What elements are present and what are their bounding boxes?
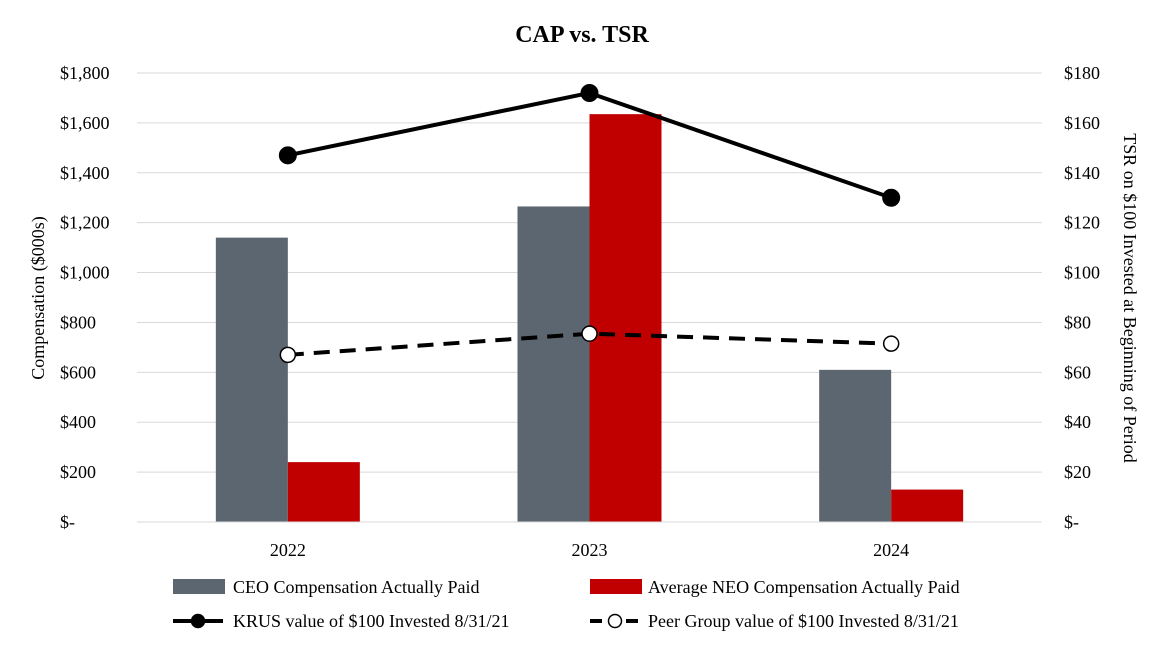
legend: CEO Compensation Actually Paid Average NE… <box>173 577 960 631</box>
y-left-tick-label: $400 <box>60 412 96 432</box>
legend-label: CEO Compensation Actually Paid <box>233 577 479 597</box>
y-right-tick-label: $20 <box>1064 462 1091 482</box>
legend-label: KRUS value of $100 Invested 8/31/21 <box>233 611 509 631</box>
y-left-tick-label: $800 <box>60 312 96 332</box>
ceo-cap-bar <box>215 237 288 522</box>
y-right-tick-label: $140 <box>1064 163 1100 183</box>
legend-label: Peer Group value of $100 Invested 8/31/2… <box>648 611 959 631</box>
y-left-tick-label: $600 <box>60 362 96 382</box>
peer-group-tsr-point <box>279 346 297 364</box>
y-axis-right-title: TSR on $100 Invested at Beginning of Per… <box>1120 133 1140 462</box>
ceo-cap-bar <box>517 206 590 523</box>
y-axis-left-title: Compensation ($000s) <box>28 216 49 380</box>
legend-marker <box>190 613 206 629</box>
y-right-tick-label: $160 <box>1064 113 1100 133</box>
y-left-tick-label: $1,800 <box>60 63 110 83</box>
y-right-tick-label: $80 <box>1064 312 1091 332</box>
lines <box>278 83 901 364</box>
peer-group-tsr-line <box>287 331 892 357</box>
y-right-tick-label: $180 <box>1064 63 1100 83</box>
legend-swatch <box>590 579 642 594</box>
y-right-tick-label: $40 <box>1064 412 1091 432</box>
legend-marker <box>607 613 623 629</box>
neo-cap-bar <box>891 489 964 522</box>
krus-tsr-point <box>882 188 901 207</box>
y-left-tick-label: $1,000 <box>60 263 110 283</box>
x-category-label: 2022 <box>270 540 306 560</box>
y-right-tick-label: $60 <box>1064 362 1091 382</box>
y-left-tick-label: $- <box>60 512 75 532</box>
y-left-tick-label: $1,600 <box>60 113 110 133</box>
bars <box>215 114 964 523</box>
peer-group-tsr-point <box>882 335 900 352</box>
legend-label: Average NEO Compensation Actually Paid <box>648 577 960 597</box>
y-left-tick-label: $200 <box>60 462 96 482</box>
neo-cap-bar <box>287 462 360 522</box>
ceo-cap-bar <box>819 369 892 522</box>
legend-swatch <box>173 579 225 594</box>
chart-title: CAP vs. TSR <box>515 22 649 48</box>
krus-tsr-point <box>580 83 599 102</box>
tick-labels: $- $200 $400 $600 $800 $1,000 $1,200 $1,400 $1,6… <box>60 63 1100 560</box>
x-category-label: 2024 <box>873 540 909 560</box>
y-left-tick-label: $1,200 <box>60 213 110 233</box>
krus-tsr-point <box>278 146 297 165</box>
y-right-tick-label: $120 <box>1064 213 1100 233</box>
y-left-tick-label: $1,400 <box>60 163 110 183</box>
peer-group-tsr-point <box>581 325 598 342</box>
x-category-label: 2023 <box>572 540 608 560</box>
y-right-tick-label: $100 <box>1064 263 1100 283</box>
neo-cap-bar <box>589 114 662 523</box>
y-right-tick-label: $- <box>1064 512 1079 532</box>
